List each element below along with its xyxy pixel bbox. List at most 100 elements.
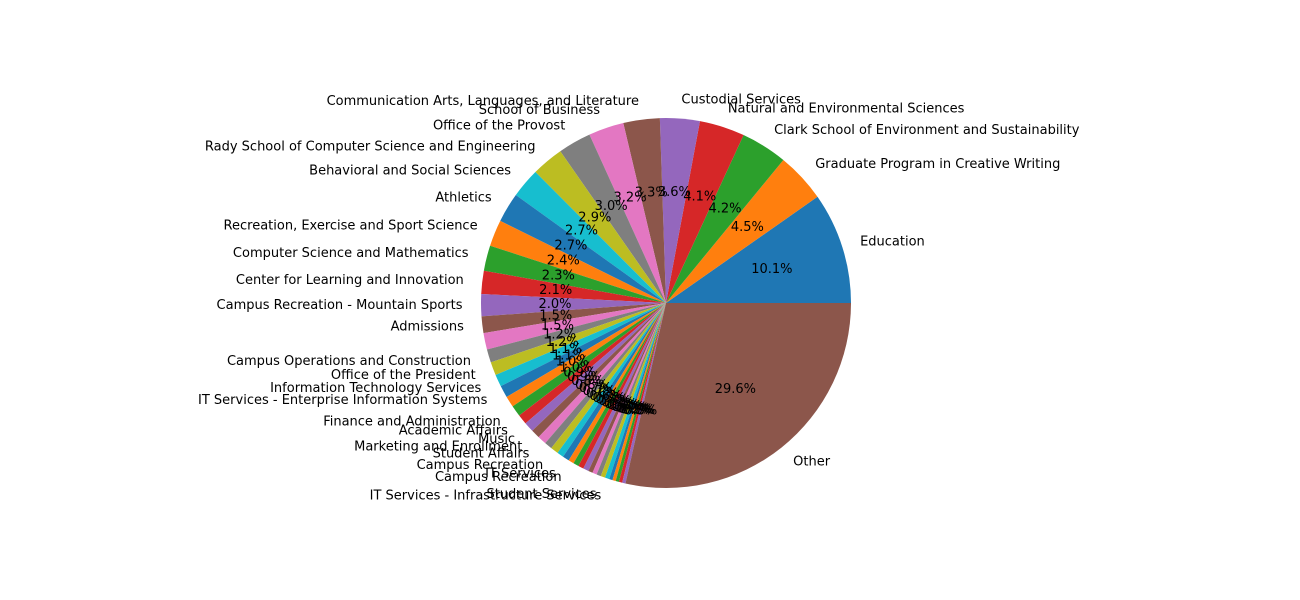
pie-slice bbox=[596, 303, 666, 477]
slice-category-label: Campus Recreation bbox=[435, 470, 562, 485]
pie-slice bbox=[481, 303, 666, 334]
slice-percent-label: 0.5% bbox=[593, 391, 626, 406]
slice-category-label: Clark School of Environment and Sustaina… bbox=[774, 123, 1080, 138]
slice-percent-label: 10.1% bbox=[751, 262, 792, 277]
slice-category-label: Student Affairs bbox=[433, 446, 530, 461]
slice-percent-label: 1.5% bbox=[539, 309, 572, 324]
pie-slice bbox=[506, 303, 666, 407]
pie-slice bbox=[480, 294, 666, 317]
slice-percent-label: 0.3% bbox=[616, 401, 649, 416]
slice-percent-label: 2.9% bbox=[578, 210, 611, 225]
slice-category-label: Office of the Provost bbox=[433, 119, 565, 134]
slice-percent-label: 29.6% bbox=[715, 382, 756, 397]
slice-percent-label: 0.5% bbox=[595, 392, 628, 407]
slice-percent-label: 0.3% bbox=[624, 404, 657, 419]
slice-category-label: Information Technology Services bbox=[270, 381, 481, 396]
pie-slice bbox=[535, 151, 666, 303]
slice-category-label: Rady School of Computer Science and Engi… bbox=[205, 139, 536, 154]
slice-percent-label: 0.6% bbox=[589, 389, 622, 404]
slice-percent-label: 1.1% bbox=[549, 342, 582, 357]
pie-slice bbox=[563, 303, 666, 461]
slice-percent-label: 2.4% bbox=[547, 254, 580, 269]
slice-category-label: Marketing and Enrollment bbox=[354, 440, 522, 455]
pie-slice bbox=[560, 134, 666, 303]
slice-percent-label: 0.8% bbox=[575, 378, 608, 393]
slice-percent-label: 2.3% bbox=[542, 269, 575, 284]
slice-percent-label: 0.3% bbox=[620, 403, 653, 418]
slice-category-label: Campus Operations and Construction bbox=[227, 354, 471, 369]
pie-slice bbox=[490, 303, 666, 375]
slice-percent-label: 1.0% bbox=[556, 355, 589, 370]
pie-slice bbox=[525, 303, 666, 431]
slice-percent-label: 1.1% bbox=[552, 349, 585, 364]
pie-slice bbox=[515, 171, 666, 303]
slice-percent-label: 1.0% bbox=[559, 360, 592, 375]
slice-percent-label: 0.4% bbox=[609, 399, 642, 414]
slice-category-label: Education bbox=[860, 234, 925, 249]
pie-slice bbox=[551, 303, 666, 453]
pie-slice bbox=[605, 303, 666, 480]
pie-slice bbox=[609, 303, 666, 481]
slice-category-label: Computer Science and Mathematics bbox=[233, 246, 469, 261]
pie-slice bbox=[557, 303, 666, 457]
slice-category-label: School of Business bbox=[479, 103, 601, 118]
slice-percent-label: 0.5% bbox=[601, 396, 634, 411]
slice-percent-label: 0.4% bbox=[607, 398, 640, 413]
pie-slice bbox=[532, 303, 666, 438]
pie-slice bbox=[512, 303, 666, 416]
slice-percent-label: 1.2% bbox=[543, 327, 576, 342]
slice-category-label: Finance and Administration bbox=[323, 414, 501, 429]
slice-category-label: Other bbox=[793, 454, 831, 469]
pie-slice bbox=[519, 303, 666, 424]
slice-category-label: Office of the President bbox=[331, 368, 476, 383]
slice-percent-label: 0.9% bbox=[567, 370, 600, 385]
slice-percent-label: 0.4% bbox=[604, 397, 637, 412]
pie-slice bbox=[486, 303, 666, 363]
slice-percent-label: 2.7% bbox=[554, 238, 587, 253]
pie-slice bbox=[622, 303, 666, 484]
pie-slice bbox=[483, 303, 666, 350]
slice-percent-label: 4.5% bbox=[731, 220, 764, 235]
slice-percent-label: 2.7% bbox=[565, 224, 598, 239]
slice-percent-label: 0.9% bbox=[563, 365, 596, 380]
pie-slice bbox=[625, 303, 851, 488]
slice-category-label: Athletics bbox=[435, 191, 491, 206]
slice-percent-label: 0.7% bbox=[579, 381, 612, 396]
pie-slice bbox=[538, 303, 666, 444]
pie-slice bbox=[568, 303, 666, 464]
slice-percent-label: 0.3% bbox=[618, 402, 651, 417]
pie-slice bbox=[500, 303, 666, 397]
category-labels: Education Graduate Program in Creative Wr… bbox=[198, 93, 1080, 504]
slice-category-label: Custodial Services bbox=[681, 93, 801, 108]
slice-percent-label: 2.0% bbox=[538, 297, 571, 312]
slice-category-label: Graduate Program in Creative Writing bbox=[815, 157, 1060, 172]
slice-category-label: Student Services bbox=[486, 487, 596, 502]
pie-slice bbox=[481, 270, 666, 303]
pie-slice bbox=[583, 303, 666, 471]
pie-slice bbox=[592, 303, 666, 475]
pie-slice bbox=[490, 220, 666, 303]
slice-percent-label: 0.3% bbox=[622, 403, 655, 418]
slice-percent-label: 0.4% bbox=[614, 401, 647, 416]
slice-percent-label: 3.3% bbox=[635, 185, 668, 200]
slice-category-label: IT Services - Enterprise Information Sys… bbox=[198, 393, 488, 408]
slice-percent-label: 0.6% bbox=[586, 387, 619, 402]
pie-slice bbox=[659, 118, 700, 303]
pie-slice bbox=[612, 303, 666, 482]
pie-slice bbox=[615, 303, 666, 482]
slice-percent-label: 0.7% bbox=[583, 384, 616, 399]
percent-labels: 10.1%4.5%4.2%4.1%3.6%3.3%3.2%3.0%2.9%2.7… bbox=[538, 185, 792, 419]
slice-percent-label: 4.1% bbox=[683, 190, 716, 205]
slice-percent-label: 3.2% bbox=[614, 190, 647, 205]
slice-category-label: Campus Recreation - Mountain Sports bbox=[217, 298, 463, 313]
pie-slice bbox=[495, 303, 666, 387]
pie-slice bbox=[500, 194, 666, 303]
slice-category-label: Behavioral and Social Sciences bbox=[309, 164, 511, 179]
pie-slice bbox=[545, 303, 666, 449]
pie-slice bbox=[483, 245, 666, 303]
slice-percent-label: 1.5% bbox=[541, 319, 574, 334]
slice-category-label: Campus Recreation bbox=[417, 458, 544, 473]
slice-category-label: Natural and Environmental Sciences bbox=[728, 102, 965, 117]
slice-category-label: Recreation, Exercise and Sport Science bbox=[224, 219, 478, 234]
